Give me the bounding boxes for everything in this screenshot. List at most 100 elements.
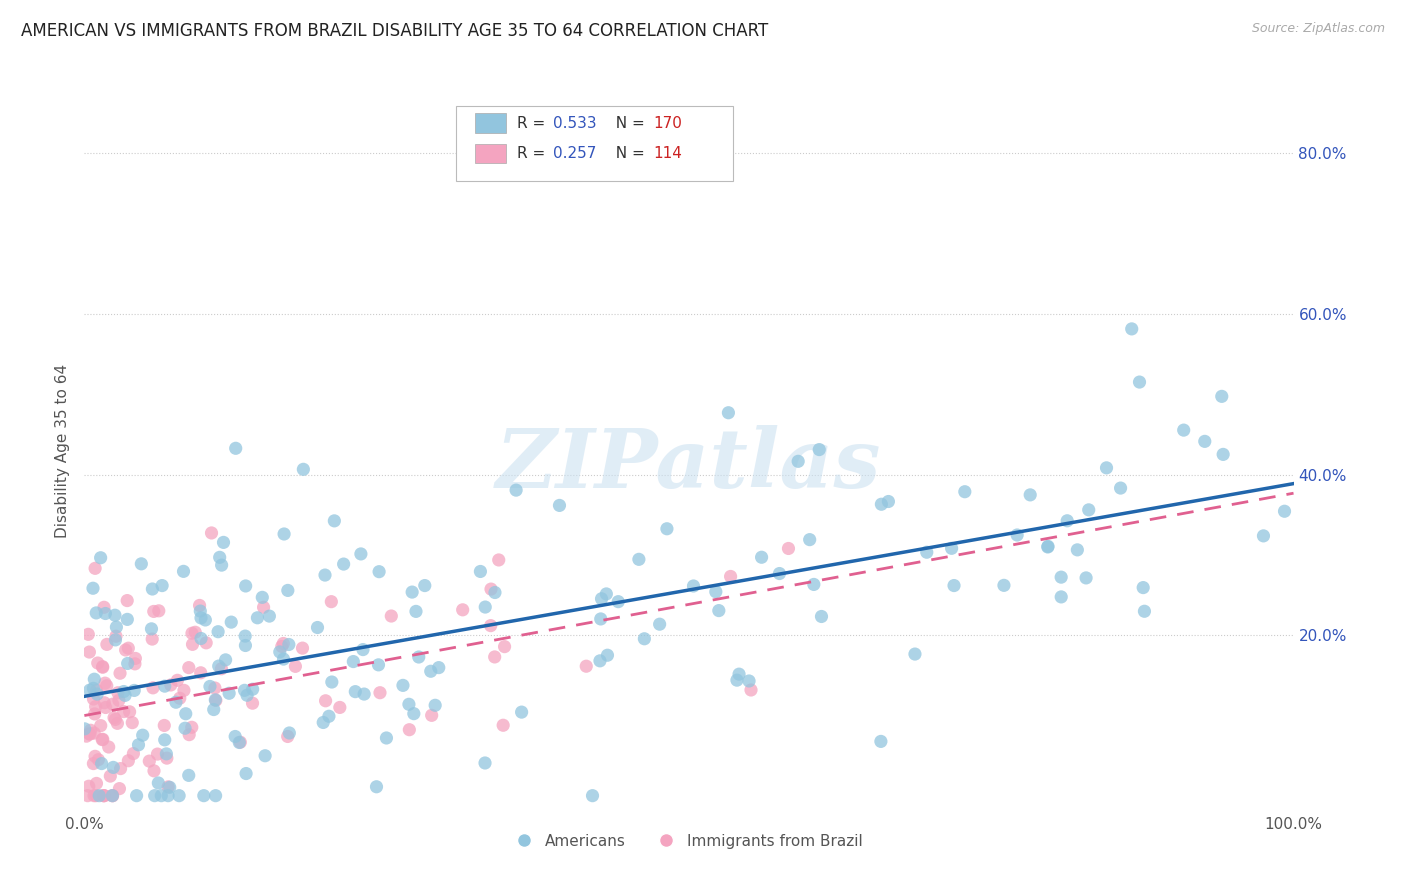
Point	[479, 618, 502, 632]
Text: R =: R =	[517, 146, 551, 161]
Point	[778, 541, 800, 556]
Point	[915, 545, 938, 559]
Point	[104, 632, 127, 647]
Point	[150, 578, 173, 592]
Point	[1036, 540, 1059, 554]
Text: 0.257: 0.257	[553, 146, 596, 161]
Point	[208, 659, 231, 673]
Point	[174, 721, 197, 735]
Point	[159, 678, 181, 692]
Point	[314, 568, 336, 582]
Point	[131, 728, 153, 742]
Point	[86, 683, 108, 698]
Point	[1005, 528, 1028, 542]
Point	[246, 611, 269, 625]
Point	[607, 595, 630, 609]
Point	[233, 683, 256, 698]
Point	[86, 776, 108, 790]
Point	[101, 697, 124, 711]
Point	[1077, 503, 1099, 517]
Point	[236, 688, 259, 702]
Text: Source: ZipAtlas.com: Source: ZipAtlas.com	[1251, 22, 1385, 36]
Point	[595, 587, 617, 601]
Point	[725, 673, 748, 688]
Point	[112, 705, 135, 719]
Point	[114, 689, 136, 703]
Point	[877, 494, 900, 508]
Point	[208, 550, 231, 565]
Point	[108, 666, 131, 681]
Point	[202, 702, 225, 716]
Point	[425, 698, 447, 713]
Point	[367, 657, 389, 672]
Point	[188, 599, 211, 613]
Point	[402, 706, 425, 721]
Point	[169, 691, 191, 706]
Point	[254, 748, 277, 763]
Point	[148, 776, 170, 790]
Point	[904, 647, 927, 661]
Point	[273, 652, 295, 666]
Point	[494, 640, 516, 654]
Point	[150, 789, 173, 803]
Point	[79, 645, 101, 659]
Point	[751, 550, 773, 565]
Point	[589, 612, 612, 626]
Point	[204, 789, 226, 803]
Point	[270, 640, 292, 654]
Point	[94, 676, 117, 690]
Legend: Americans, Immigrants from Brazil: Americans, Immigrants from Brazil	[509, 828, 869, 855]
Point	[633, 632, 655, 646]
Point	[93, 600, 115, 615]
Point	[329, 700, 352, 714]
Point	[870, 497, 893, 511]
Point	[307, 620, 329, 634]
Point	[181, 637, 204, 651]
Point	[143, 764, 166, 778]
Point	[79, 683, 101, 698]
Point	[93, 789, 115, 803]
Point	[315, 694, 337, 708]
Point	[408, 650, 430, 665]
Point	[284, 659, 307, 673]
Point	[76, 729, 98, 743]
Point	[108, 781, 131, 796]
Point	[259, 609, 281, 624]
Text: 0.533: 0.533	[553, 116, 596, 130]
Point	[1128, 375, 1150, 389]
Point	[419, 665, 441, 679]
Point	[252, 591, 274, 605]
Point	[505, 483, 527, 497]
Point	[479, 582, 502, 596]
Point	[427, 660, 450, 674]
Point	[205, 693, 228, 707]
Point	[82, 581, 104, 595]
Point	[93, 789, 115, 803]
Point	[803, 577, 825, 591]
Point	[181, 626, 204, 640]
Point	[77, 779, 100, 793]
Point	[103, 711, 125, 725]
Point	[184, 625, 207, 640]
Point	[101, 789, 124, 803]
Point	[115, 593, 138, 607]
Point	[401, 585, 423, 599]
Point	[366, 780, 388, 794]
Point	[83, 726, 105, 740]
Point	[107, 716, 129, 731]
Point	[155, 747, 177, 761]
Point	[810, 609, 832, 624]
Point	[84, 789, 107, 803]
Text: ZIPatlas: ZIPatlas	[496, 425, 882, 505]
Point	[91, 732, 114, 747]
Point	[200, 525, 222, 540]
Point	[380, 609, 402, 624]
Point	[114, 643, 136, 657]
Point	[108, 693, 131, 707]
Point	[153, 679, 176, 693]
Point	[342, 655, 364, 669]
Point	[107, 686, 129, 700]
Point	[77, 627, 100, 641]
Point	[97, 739, 120, 754]
Point	[188, 604, 211, 618]
